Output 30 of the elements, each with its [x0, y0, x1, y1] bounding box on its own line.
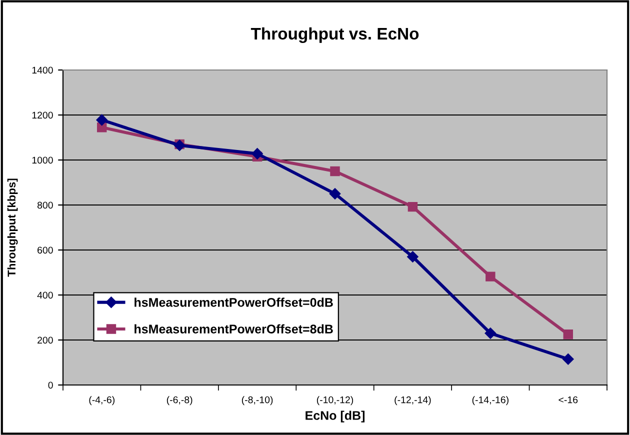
y-tick-label: 0	[48, 382, 53, 389]
chart-title: Throughput vs. EcNo	[250, 27, 419, 43]
point	[407, 251, 418, 262]
y-tick-label: 1400	[32, 66, 53, 74]
y-tick-label: 1200	[32, 112, 53, 119]
point	[330, 166, 340, 176]
x-tick-label: (-14,-16)	[472, 396, 508, 406]
point	[484, 328, 496, 339]
x-tick-label: (-10,-12)	[316, 396, 354, 406]
point	[252, 148, 263, 160]
point	[408, 202, 418, 212]
x-axis-title: EcNo [dB]	[306, 410, 365, 422]
x-tick-label: (-4,-6)	[89, 396, 114, 406]
x-tick-label: (-6,-8)	[166, 396, 192, 406]
y-tick-label: 200	[38, 336, 53, 344]
legend-label: hsMeasurementPowerOffset=0dB	[134, 298, 333, 307]
y-tick-label: 600	[38, 246, 53, 254]
point	[563, 330, 574, 340]
point	[562, 354, 574, 365]
x-tick-label: (-8,-10)	[242, 396, 273, 406]
point	[329, 188, 341, 200]
y-tick-label: 1000	[32, 156, 53, 164]
x-tick-label: <-16	[558, 396, 578, 404]
legend-label: hsMeasurementPowerOffset=8dB	[134, 324, 333, 334]
y-tick-label: 800	[37, 202, 53, 209]
x-tick-label: (-12,-14)	[394, 396, 431, 406]
y-axis-title: Throughput [kbps]	[7, 178, 18, 277]
point	[486, 272, 496, 282]
y-tick-label: 400	[37, 292, 53, 299]
point	[96, 114, 108, 126]
